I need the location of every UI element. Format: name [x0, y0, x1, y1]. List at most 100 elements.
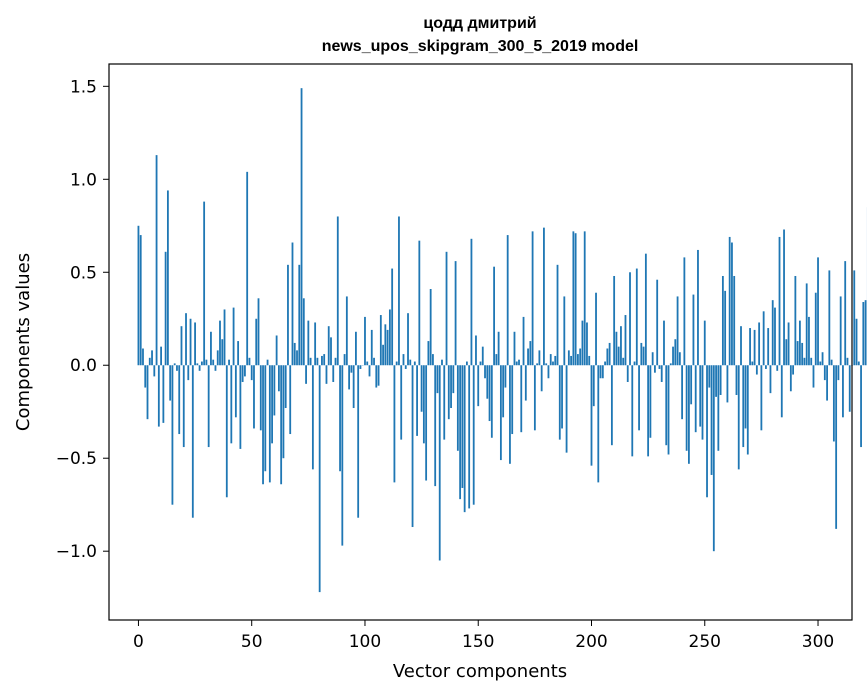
bar-component-157 [493, 266, 495, 366]
bar-component-39 [225, 365, 228, 498]
bar-component-132 [436, 365, 439, 394]
bar-component-118 [404, 365, 407, 369]
bar-component-311 [842, 365, 844, 418]
bar-component-243 [688, 365, 690, 464]
bar-component-210 [613, 275, 616, 366]
bar-component-89 [339, 365, 341, 472]
bar-component-23 [189, 318, 192, 366]
bar-component-304 [826, 365, 828, 401]
bar-component-191 [570, 355, 573, 366]
bar-component-218 [631, 365, 634, 457]
bar-component-139 [452, 365, 455, 394]
bar-component-267 [742, 365, 745, 448]
x-ticks-group: 0 50 100 150 200 250 300 [133, 620, 834, 652]
bar-component-98 [359, 365, 362, 369]
bar-component-261 [728, 236, 731, 366]
y-tick-label: 0.5 [70, 263, 97, 283]
bar-component-53 [257, 298, 260, 366]
bar-component-241 [683, 257, 686, 366]
bar-component-287 [787, 322, 790, 366]
bar-component-54 [259, 365, 262, 431]
bar-component-81 [321, 355, 323, 366]
bar-component-212 [617, 346, 620, 366]
bar-component-291 [796, 341, 799, 366]
bar-component-143 [461, 365, 464, 488]
bar-component-292 [798, 320, 801, 366]
bar-component-201 [592, 365, 595, 407]
bar-component-184 [554, 355, 557, 366]
bar-component-130 [432, 354, 434, 366]
bar-component-178 [540, 365, 543, 392]
bar-component-30 [205, 359, 208, 366]
bar-component-255 [715, 365, 717, 397]
bar-component-75 [307, 320, 310, 366]
bar-component-31 [207, 365, 210, 448]
bar-component-179 [543, 227, 545, 366]
bar-component-140 [454, 261, 457, 366]
bar-component-72 [300, 88, 303, 366]
bar-component-211 [615, 331, 618, 366]
bar-component-16 [173, 363, 176, 366]
bar-component-84 [327, 326, 330, 366]
y-tick-label: −1.0 [56, 542, 97, 562]
bar-component-110 [386, 329, 389, 366]
chart-title-line1: цодд дмитрий [423, 15, 536, 32]
bar-component-135 [443, 365, 446, 440]
bar-component-309 [837, 365, 840, 381]
bar-component-306 [830, 359, 833, 366]
bar-component-235 [669, 363, 672, 366]
bar-component-101 [366, 361, 369, 366]
bar-component-205 [601, 365, 604, 379]
bar-component-154 [486, 365, 489, 399]
bar-component-126 [422, 365, 425, 444]
bar-component-195 [579, 348, 582, 366]
bar-component-265 [737, 365, 740, 470]
bar-component-29 [203, 201, 206, 366]
bar-component-188 [563, 296, 566, 366]
bar-component-204 [599, 365, 602, 379]
bar-component-131 [434, 365, 437, 487]
bar-component-276 [762, 311, 765, 366]
bar-component-268 [744, 365, 747, 429]
bar-component-299 [814, 292, 817, 366]
bar-component-108 [382, 344, 384, 366]
bar-component-239 [678, 352, 681, 366]
bar-component-301 [819, 361, 822, 366]
bar-component-282 [776, 365, 779, 371]
bar-component-176 [536, 363, 539, 366]
bar-component-51 [253, 365, 255, 429]
bar-component-127 [425, 365, 428, 481]
bar-component-319 [860, 365, 862, 448]
bar-component-312 [844, 261, 847, 366]
bar-component-2 [142, 348, 144, 366]
bar-component-234 [667, 365, 670, 455]
bar-component-66 [287, 264, 289, 366]
bar-component-297 [810, 357, 813, 366]
bar-component-44 [237, 341, 240, 366]
bar-component-170 [522, 316, 525, 366]
bar-component-163 [506, 235, 509, 366]
bar-component-43 [234, 365, 237, 418]
bar-component-220 [635, 268, 638, 366]
bar-component-93 [348, 365, 351, 390]
bar-component-104 [373, 357, 375, 366]
bar-component-232 [663, 320, 665, 366]
bar-component-33 [212, 359, 215, 366]
bar-component-91 [343, 354, 346, 366]
x-tick-label: 0 [133, 632, 144, 652]
bar-component-15 [171, 365, 174, 505]
x-tick-label: 250 [689, 632, 721, 652]
bar-component-226 [649, 365, 652, 438]
bar-component-272 [753, 329, 756, 366]
bar-component-120 [409, 359, 412, 366]
bar-component-69 [293, 342, 296, 366]
bar-component-105 [375, 365, 378, 388]
bar-component-137 [447, 365, 450, 420]
bar-component-228 [654, 365, 656, 373]
bar-component-269 [746, 365, 749, 455]
bar-component-321 [864, 300, 867, 366]
bar-component-112 [391, 268, 394, 366]
bar-component-225 [647, 365, 650, 457]
bar-component-24 [191, 365, 194, 518]
